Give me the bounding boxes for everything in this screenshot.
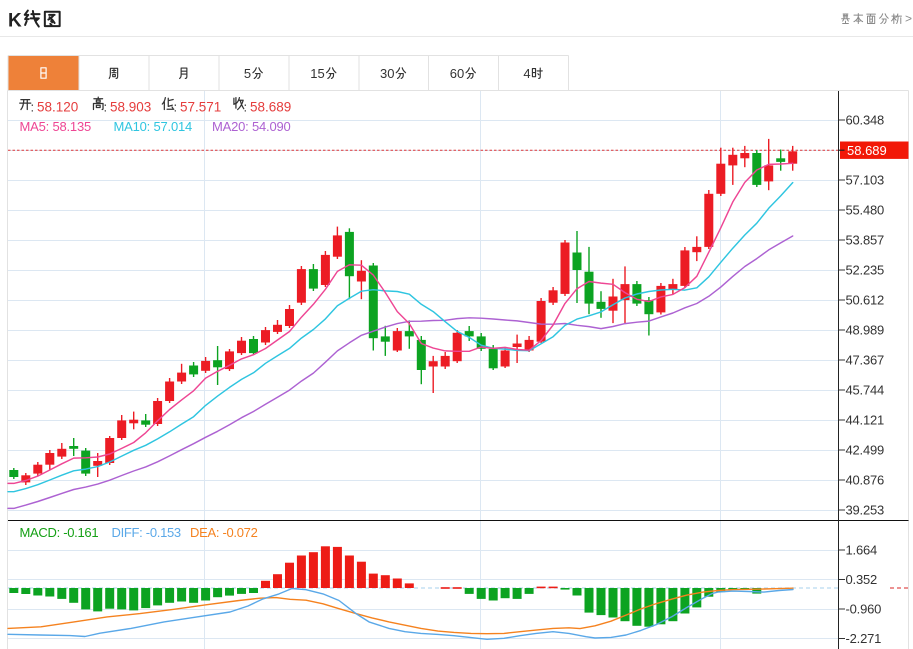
svg-text:58.689: 58.689 <box>847 143 887 158</box>
svg-text:15: 15 <box>310 66 324 81</box>
svg-text::: : <box>104 100 108 115</box>
svg-text:58.120: 58.120 <box>37 100 78 115</box>
svg-text::: : <box>174 100 178 115</box>
svg-text:52.235: 52.235 <box>846 262 885 277</box>
svg-text:DEA: -0.072: DEA: -0.072 <box>190 525 258 540</box>
svg-text:50.612: 50.612 <box>846 292 885 307</box>
svg-text:53.857: 53.857 <box>846 232 885 247</box>
svg-text:0.352: 0.352 <box>846 572 878 587</box>
svg-text:DIFF: -0.153: DIFF: -0.153 <box>112 525 181 540</box>
svg-text:44.121: 44.121 <box>846 412 885 427</box>
svg-text:4: 4 <box>523 66 530 81</box>
svg-text:-0.960: -0.960 <box>846 601 882 616</box>
svg-text:MA20: 54.090: MA20: 54.090 <box>212 119 291 134</box>
svg-text:1.664: 1.664 <box>846 542 878 557</box>
svg-text:60: 60 <box>450 66 464 81</box>
svg-text:39.253: 39.253 <box>846 502 885 517</box>
svg-text:47.367: 47.367 <box>846 352 885 367</box>
svg-text::: : <box>31 100 35 115</box>
svg-text:57.103: 57.103 <box>846 172 885 187</box>
svg-text:58.689: 58.689 <box>250 100 291 115</box>
svg-text::: : <box>244 100 248 115</box>
svg-text:K: K <box>8 11 22 32</box>
svg-text:-2.271: -2.271 <box>846 631 882 646</box>
svg-text:40.876: 40.876 <box>846 472 885 487</box>
svg-text:58.903: 58.903 <box>110 100 151 115</box>
svg-text:42.499: 42.499 <box>846 442 885 457</box>
svg-text:MA5: 58.135: MA5: 58.135 <box>20 119 92 134</box>
svg-text:MACD: -0.161: MACD: -0.161 <box>20 525 99 540</box>
svg-text:45.744: 45.744 <box>846 382 885 397</box>
svg-text:30: 30 <box>380 66 394 81</box>
svg-text:>: > <box>905 12 912 26</box>
svg-text:60.348: 60.348 <box>846 112 885 127</box>
svg-text:5: 5 <box>244 66 251 81</box>
svg-text:55.480: 55.480 <box>846 202 885 217</box>
svg-text:57.571: 57.571 <box>180 100 221 115</box>
svg-text:MA10: 57.014: MA10: 57.014 <box>114 119 193 134</box>
svg-text:48.989: 48.989 <box>846 322 885 337</box>
